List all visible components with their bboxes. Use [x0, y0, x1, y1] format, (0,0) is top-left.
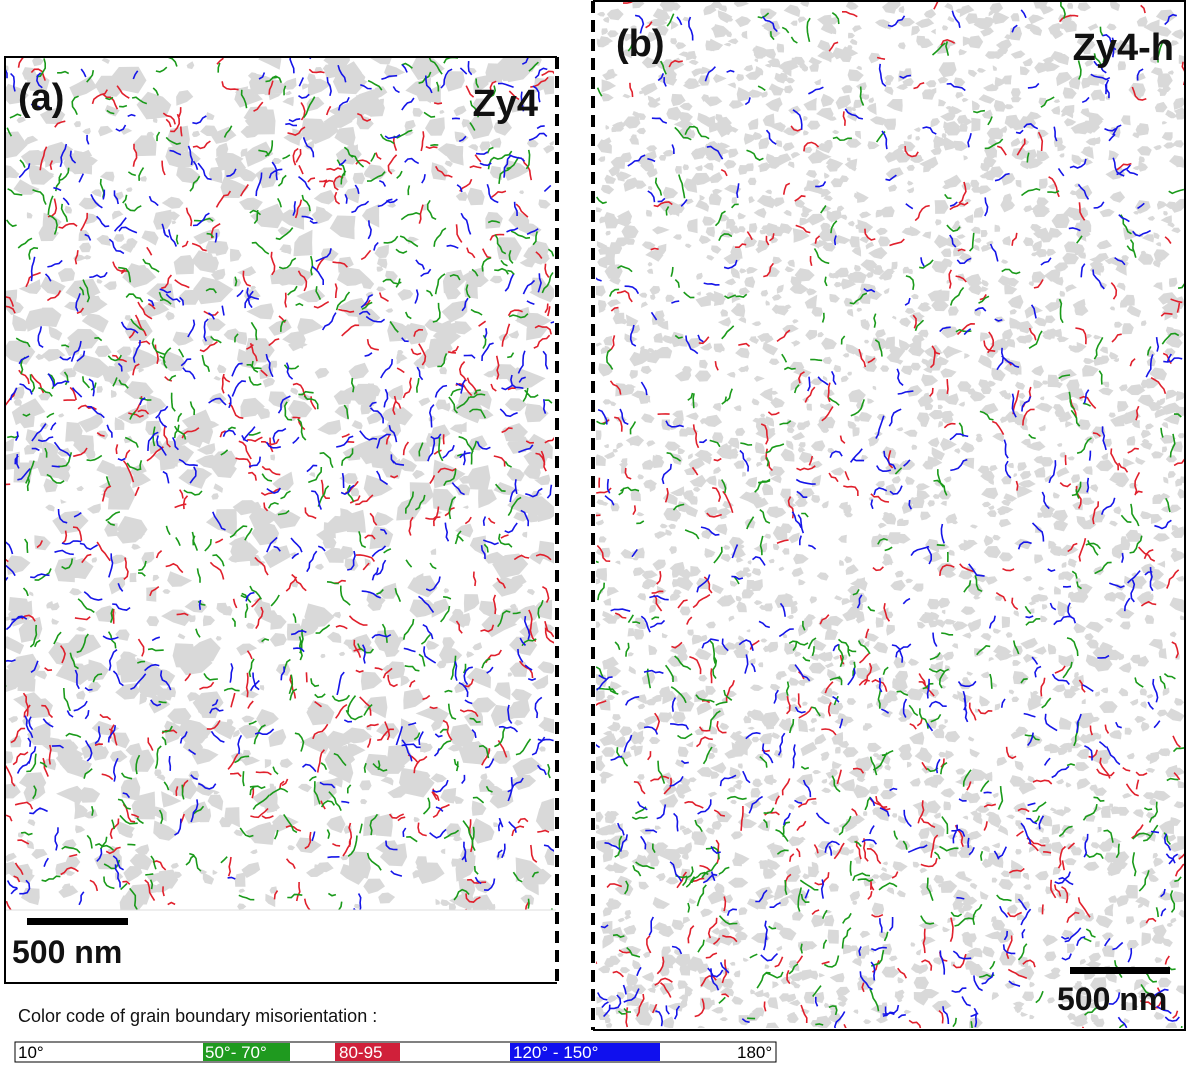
scale-bar-b — [1070, 967, 1170, 974]
legend-item: 120° - 150° — [513, 1043, 598, 1062]
grain-shading — [6, 58, 554, 910]
boundary-lines — [6, 58, 554, 910]
panel-title-a: Zy4 — [473, 83, 538, 125]
boundary-lines — [6, 58, 554, 910]
frame-a — [4, 56, 557, 984]
legend-caption: Color code of grain boundary misorientat… — [18, 1006, 377, 1026]
legend-item: 50°- 70° — [205, 1043, 267, 1062]
legend-item: 80-95 — [339, 1043, 382, 1062]
frame-b — [593, 0, 1186, 1031]
map-b — [596, 2, 1184, 1028]
panel-label-a: (a) — [18, 77, 64, 119]
scale-text-a: 500 nm — [12, 934, 122, 970]
scale-text-b: 500 nm — [1057, 981, 1167, 1017]
panel-title-b: Zy4-h — [1073, 27, 1174, 69]
grain-shading — [596, 2, 1184, 1028]
legend-item: 180° — [737, 1043, 772, 1062]
legend-red — [335, 1043, 400, 1061]
legend-green — [203, 1043, 290, 1061]
boundary-lines — [596, 2, 1184, 1028]
scale-bar-a — [27, 918, 128, 925]
panel-label-b: (b) — [616, 23, 665, 65]
legend-item: 10° — [18, 1043, 44, 1062]
boundary-lines — [596, 9, 1183, 1028]
boundary-lines — [6, 58, 554, 910]
map-a — [6, 58, 554, 910]
boundary-lines — [596, 2, 1184, 1028]
legend-blue — [510, 1043, 660, 1061]
